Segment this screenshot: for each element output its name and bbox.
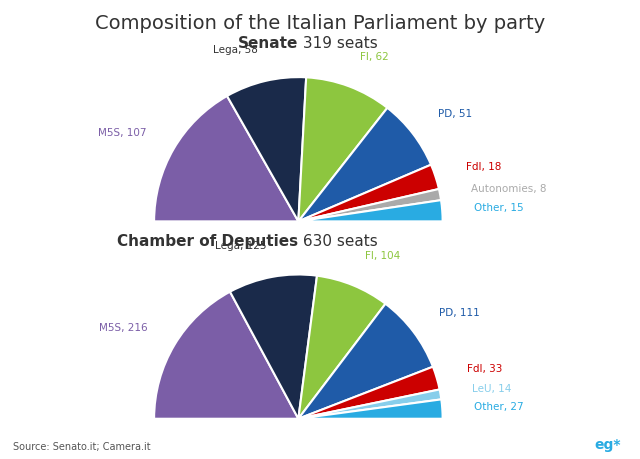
Text: Other, 15: Other, 15 (474, 203, 524, 213)
Wedge shape (298, 77, 387, 221)
Text: PD, 51: PD, 51 (438, 109, 472, 119)
Wedge shape (298, 108, 431, 221)
Text: Lega, 125: Lega, 125 (215, 241, 266, 251)
Text: Source: Senato.it; Camera.it: Source: Senato.it; Camera.it (13, 442, 150, 452)
Text: Lega, 58: Lega, 58 (213, 45, 258, 55)
Text: Other, 27: Other, 27 (474, 402, 524, 412)
Wedge shape (298, 399, 443, 419)
Text: Composition of the Italian Parliament by party: Composition of the Italian Parliament by… (95, 14, 545, 33)
Wedge shape (298, 200, 443, 221)
Wedge shape (154, 96, 298, 221)
Text: FdI, 33: FdI, 33 (467, 364, 502, 374)
Wedge shape (298, 389, 442, 419)
Text: 319 seats: 319 seats (298, 36, 378, 51)
Text: 630 seats: 630 seats (298, 234, 378, 248)
Text: FI, 104: FI, 104 (365, 251, 401, 261)
Text: FI, 62: FI, 62 (360, 51, 389, 62)
Text: PD, 111: PD, 111 (439, 308, 479, 318)
Text: Autonomies, 8: Autonomies, 8 (471, 184, 547, 194)
Text: eg*: eg* (595, 438, 621, 452)
Text: M5S, 107: M5S, 107 (98, 128, 146, 138)
Wedge shape (230, 274, 317, 419)
Wedge shape (298, 276, 385, 419)
Wedge shape (298, 165, 439, 221)
Wedge shape (298, 304, 433, 419)
Wedge shape (298, 367, 440, 419)
Text: LeU, 14: LeU, 14 (472, 384, 511, 394)
Wedge shape (154, 292, 298, 419)
Wedge shape (298, 189, 441, 221)
Wedge shape (227, 77, 306, 221)
Text: Chamber of Deputies: Chamber of Deputies (117, 234, 298, 248)
Text: M5S, 216: M5S, 216 (99, 324, 147, 334)
Text: Senate: Senate (238, 36, 298, 51)
Text: FdI, 18: FdI, 18 (466, 162, 501, 172)
